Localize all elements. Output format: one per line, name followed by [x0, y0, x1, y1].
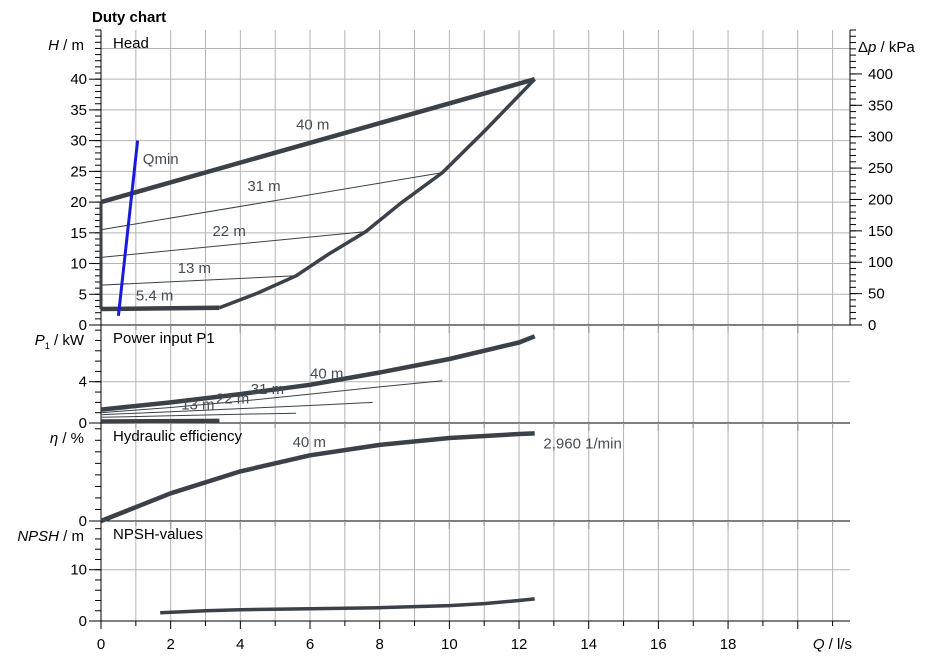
y-tick-label: 0: [79, 613, 87, 630]
y-tick-label: 10: [70, 256, 87, 273]
x-tick-label: 10: [441, 636, 458, 653]
y-tick-label: 35: [70, 102, 87, 119]
curve-label: 31 m: [251, 381, 284, 398]
y-tick-label: 5: [79, 286, 87, 303]
y-axis-label: η / %: [50, 430, 84, 447]
curve-label: 40 m: [310, 366, 343, 383]
series-line-40-m: [100, 431, 535, 524]
curve-label: 40 m: [296, 117, 329, 134]
series-line-31-m: [100, 380, 443, 414]
x-tick-label: 0: [97, 636, 105, 653]
y2-tick-label: 50: [868, 286, 885, 303]
series-line-5-4-m: [100, 418, 220, 424]
y-tick-label: 0: [79, 317, 87, 334]
panel-title: NPSH-values: [113, 526, 203, 543]
x-tick-label: 18: [720, 636, 737, 653]
x-axis-label: Q / l/s: [813, 636, 852, 653]
curve-label: 2,960 1/min: [543, 435, 621, 452]
curve-label: 40 m: [293, 434, 326, 451]
y-tick-label: 15: [70, 225, 87, 242]
curve-label: Qmin: [143, 151, 179, 168]
y-axis-label: H / m: [48, 37, 84, 54]
y-tick-label: 30: [70, 133, 87, 150]
x-tick-label: 12: [511, 636, 528, 653]
chart-title: Duty chart: [92, 9, 166, 26]
series-line-curve-0: [160, 597, 535, 615]
series-line-13-m: [100, 275, 297, 286]
y2-tick-label: 200: [868, 191, 893, 208]
y-tick-label: 20: [70, 194, 87, 211]
series-line-22-m: [100, 231, 366, 258]
series-line-13-m: [100, 412, 297, 418]
x-tick-label: 6: [306, 636, 314, 653]
panel-title: Power input P1: [113, 330, 215, 347]
y2-tick-label: 350: [868, 97, 893, 114]
curve-label: 22 m: [216, 390, 249, 407]
panel-1: 0 5 10 15 20 25 30 35 40 H / m 0 50 100 150 200 250 300 3…: [48, 29, 915, 334]
x-tick-label: 2: [167, 636, 175, 653]
curve-label: 13 m: [178, 260, 211, 277]
y2-tick-label: 100: [868, 254, 893, 271]
x-tick-label: 8: [376, 636, 384, 653]
y2-tick-label: 0: [868, 317, 876, 334]
y2-tick-label: 250: [868, 160, 893, 177]
panel-3: 0 η / % Hydraulic efficiency 40 m 2,960 1/mi…: [50, 423, 850, 530]
y2-tick-label: 400: [868, 66, 893, 83]
curve-label: 5.4 m: [136, 287, 174, 304]
curve-label: 31 m: [247, 178, 280, 195]
series-line-40-m: [100, 334, 536, 412]
y-tick-label: 25: [70, 163, 87, 180]
y2-axis-label: Δp / kPa: [858, 39, 915, 56]
series-line-5-4-m: [100, 305, 220, 312]
panel-title: Head: [113, 35, 149, 52]
series-line-40-m: [100, 77, 536, 205]
series-line-22-m: [100, 401, 373, 416]
y-tick-label: 40: [70, 71, 87, 88]
x-tick-label: 4: [236, 636, 244, 653]
x-tick-label: 16: [650, 636, 667, 653]
panel-2: 0 4 P1 / kW Power input P1 40 m 31 m22 m13 m: [35, 325, 850, 432]
y2-tick-label: 150: [868, 223, 893, 240]
panel-4: 0 10 NPSH / m NPSH-values 0 2 4 6 8 10 12 14 16 18 Q /…: [17, 521, 852, 653]
y-axis-label: NPSH / m: [17, 528, 84, 545]
y-tick-label: 4: [79, 374, 87, 391]
curve-label: 22 m: [212, 223, 245, 240]
x-tick-label: 14: [580, 636, 597, 653]
y-tick-label: 0: [79, 513, 87, 530]
y-tick-label: 10: [70, 562, 87, 579]
curve-label: 13 m: [181, 397, 214, 414]
y-tick-label: 0: [79, 415, 87, 432]
series-line-qmin: [116, 140, 140, 316]
y2-tick-label: 300: [868, 129, 893, 146]
y-axis-label: P1 / kW: [35, 332, 85, 351]
series-line-31-m: [100, 172, 443, 231]
panel-title: Hydraulic efficiency: [113, 428, 242, 445]
series-line-curve-5: [218, 77, 536, 310]
